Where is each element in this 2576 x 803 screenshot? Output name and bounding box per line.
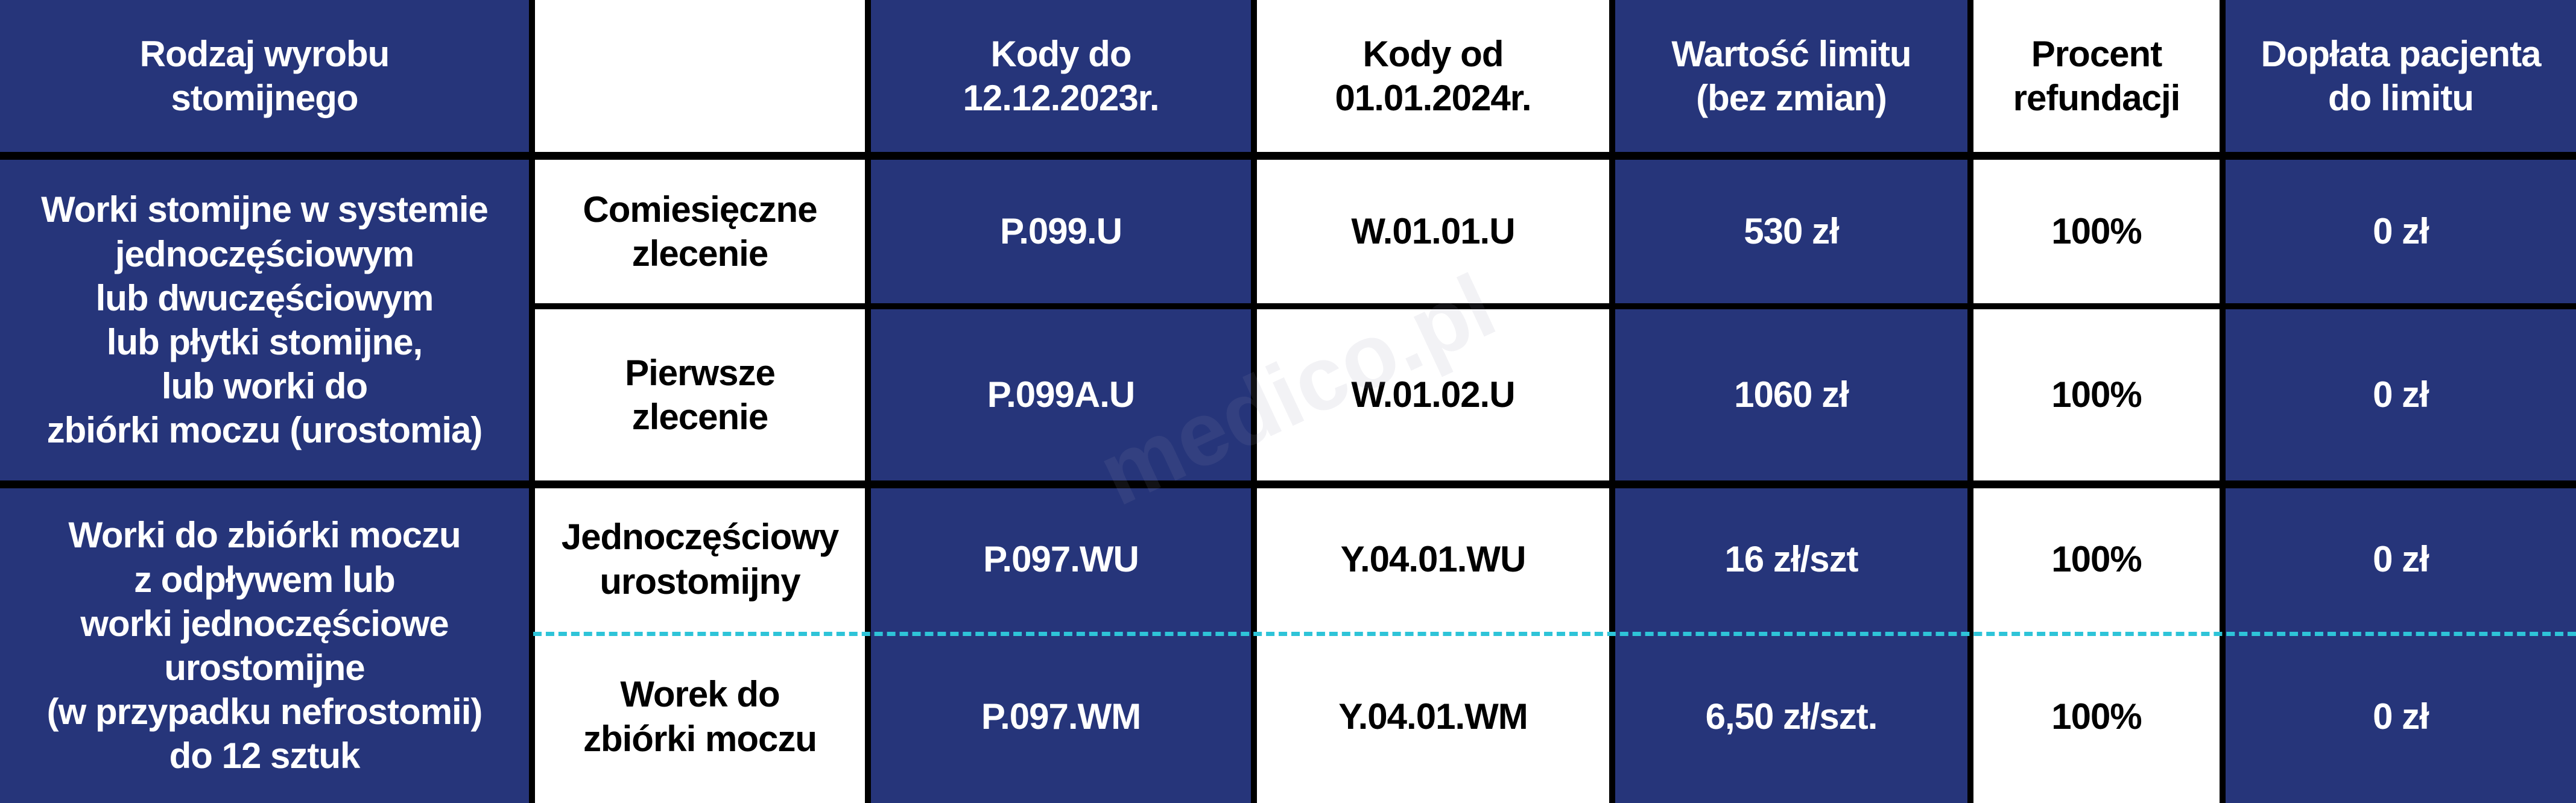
cell-percent-text: 100% <box>2051 696 2142 737</box>
cell-limit-text: 530 zł <box>1744 211 1839 252</box>
cell-percent: 100% <box>1973 309 2220 480</box>
cell-copay-text: 0 zł <box>2373 696 2429 737</box>
header-blank <box>535 0 865 152</box>
cell-code-old-text: P.097.WM <box>981 696 1141 737</box>
cell-code-old: P.097.WU <box>871 488 1251 630</box>
cell-limit: 16 zł/szt <box>1615 488 1967 630</box>
cell-code-new-text: W.01.01.U <box>1351 211 1515 252</box>
cell-copay-text: 0 zł <box>2373 538 2429 579</box>
cell-copay-text: 0 zł <box>2373 211 2429 252</box>
cell-type: Pierwsze zlecenie <box>535 309 865 480</box>
cell-percent: 100% <box>1973 488 2220 630</box>
cell-type: Jednoczęściowy urostomijny <box>535 488 865 630</box>
cell-percent: 100% <box>1973 630 2220 803</box>
cell-percent-text: 100% <box>2051 538 2142 579</box>
cell-copay: 0 zł <box>2226 160 2576 303</box>
header-codes-from: Kody od 01.01.2024r. <box>1257 0 1609 152</box>
header-codes-until-text: Kody do 12.12.2023r. <box>963 33 1159 118</box>
header-codes-until: Kody do 12.12.2023r. <box>871 0 1251 152</box>
cell-type: Comiesięczne zlecenie <box>535 160 865 303</box>
cell-limit-text: 1060 zł <box>1734 374 1849 415</box>
header-limit-value-text: Wartość limitu (bez zmian) <box>1671 33 1911 118</box>
header-patient-copay-text: Dopłata pacjenta do limitu <box>2261 33 2541 118</box>
header-limit-value: Wartość limitu (bez zmian) <box>1615 0 1967 152</box>
cell-type-text: Comiesięczne zlecenie <box>583 189 817 274</box>
cell-code-old: P.099A.U <box>871 309 1251 480</box>
cell-code-old-text: P.097.WU <box>983 538 1139 579</box>
cell-limit-text: 16 zł/szt <box>1724 538 1858 579</box>
cell-limit-text: 6,50 zł/szt. <box>1705 696 1878 737</box>
header-product-type-text: Rodzaj wyrobu stomijnego <box>139 33 390 118</box>
cell-code-new: Y.04.01.WM <box>1257 630 1609 803</box>
header-patient-copay: Dopłata pacjenta do limitu <box>2226 0 2576 152</box>
cell-code-old: P.099.U <box>871 160 1251 303</box>
cell-limit: 6,50 zł/szt. <box>1615 630 1967 803</box>
cell-code-new: Y.04.01.WU <box>1257 488 1609 630</box>
cell-percent-text: 100% <box>2051 374 2142 415</box>
cell-percent-text: 100% <box>2051 211 2142 252</box>
cell-type: Worek do zbiórki moczu <box>535 630 865 803</box>
cell-copay-text: 0 zł <box>2373 374 2429 415</box>
header-refund-percent-text: Procent refundacji <box>2013 33 2181 118</box>
group-name-text: Worki do zbiórki moczu z odpływem lub wo… <box>46 515 483 776</box>
cell-copay: 0 zł <box>2226 309 2576 480</box>
cell-code-new: W.01.02.U <box>1257 309 1609 480</box>
cell-type-text: Pierwsze zlecenie <box>625 352 776 437</box>
cell-code-new-text: W.01.02.U <box>1351 374 1515 415</box>
cell-percent: 100% <box>1973 160 2220 303</box>
dashed-divider <box>533 632 2576 636</box>
group-name: Worki stomijne w systemie jednoczęściowy… <box>0 160 529 480</box>
header-product-type: Rodzaj wyrobu stomijnego <box>0 0 529 152</box>
cell-code-old: P.097.WM <box>871 630 1251 803</box>
cell-limit: 530 zł <box>1615 160 1967 303</box>
cell-code-old-text: P.099A.U <box>987 374 1135 415</box>
group-name: Worki do zbiórki moczu z odpływem lub wo… <box>0 488 529 803</box>
cell-type-text: Worek do zbiórki moczu <box>583 674 817 759</box>
cell-limit: 1060 zł <box>1615 309 1967 480</box>
cell-copay: 0 zł <box>2226 488 2576 630</box>
header-codes-from-text: Kody od 01.01.2024r. <box>1335 33 1531 118</box>
header-refund-percent: Procent refundacji <box>1973 0 2220 152</box>
cell-type-text: Jednoczęściowy urostomijny <box>561 517 840 602</box>
cell-code-new-text: Y.04.01.WU <box>1340 538 1527 579</box>
cell-code-new: W.01.01.U <box>1257 160 1609 303</box>
cell-copay: 0 zł <box>2226 630 2576 803</box>
cell-code-new-text: Y.04.01.WM <box>1338 696 1528 737</box>
cell-code-old-text: P.099.U <box>999 211 1122 252</box>
group-name-text: Worki stomijne w systemie jednoczęściowy… <box>41 189 489 451</box>
